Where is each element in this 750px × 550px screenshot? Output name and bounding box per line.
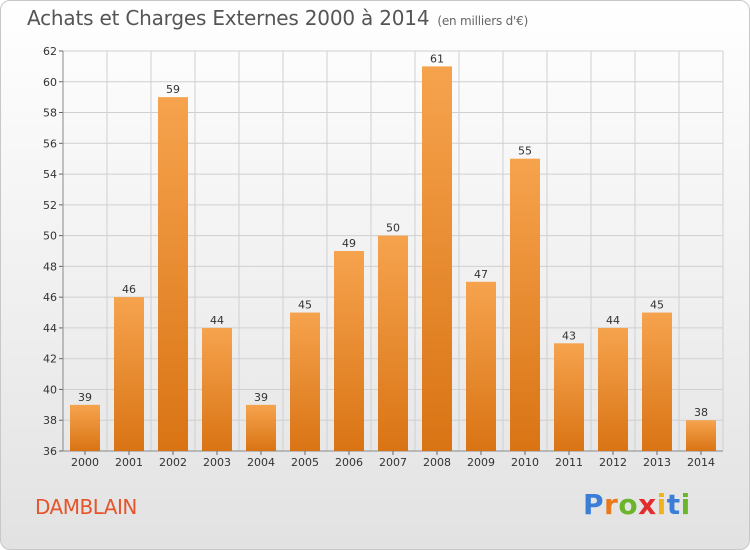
chart-subtitle: (en milliers d'€) xyxy=(437,14,529,28)
y-tick-label: 40 xyxy=(43,383,57,396)
data-label: 44 xyxy=(606,314,620,327)
y-tick-label: 50 xyxy=(43,230,57,243)
place-name: DAMBLAIN xyxy=(35,495,137,519)
x-tick-label: 2007 xyxy=(379,456,407,469)
x-tick-label: 2011 xyxy=(555,456,583,469)
x-tick-label: 2006 xyxy=(335,456,363,469)
y-tick-label: 46 xyxy=(43,291,57,304)
bar xyxy=(70,404,100,451)
y-tick-label: 62 xyxy=(43,45,57,58)
x-tick-label: 2012 xyxy=(599,456,627,469)
data-label: 45 xyxy=(298,299,312,312)
x-tick-label: 2000 xyxy=(71,456,99,469)
logo-letter: i xyxy=(680,488,691,521)
x-tick-label: 2003 xyxy=(203,456,231,469)
bar xyxy=(246,404,276,451)
logo-letter: o xyxy=(618,488,639,521)
y-tick-label: 54 xyxy=(43,168,57,181)
logo-letter: t xyxy=(666,488,681,521)
bar xyxy=(202,327,232,451)
bar xyxy=(510,158,540,451)
x-tick-label: 2009 xyxy=(467,456,495,469)
x-tick-label: 2002 xyxy=(159,456,187,469)
bar xyxy=(334,251,364,451)
bar xyxy=(158,97,188,452)
logo-letter: i xyxy=(656,488,667,521)
chart-title: Achats et Charges Externes 2000 à 2014 (e… xyxy=(27,6,528,30)
bar xyxy=(598,327,628,451)
data-label: 39 xyxy=(254,391,268,404)
proxiti-logo[interactable]: Proxiti xyxy=(583,488,691,521)
data-label: 46 xyxy=(122,283,136,296)
data-label: 49 xyxy=(342,237,356,250)
label-layer: 39 46 59 44 39 45 49 50 61 47 55 43 44 45 38 xyxy=(78,52,708,419)
y-tick-label: 56 xyxy=(43,137,57,150)
data-label: 43 xyxy=(562,329,576,342)
bar-layer xyxy=(70,66,716,452)
data-label: 47 xyxy=(474,268,488,281)
bar xyxy=(642,312,672,451)
x-tick-label: 2005 xyxy=(291,456,319,469)
data-label: 61 xyxy=(430,52,444,65)
x-tick-label: 2014 xyxy=(687,456,715,469)
bar xyxy=(422,66,452,451)
data-label: 39 xyxy=(78,391,92,404)
y-tick-label: 60 xyxy=(43,76,57,89)
y-tick-label: 48 xyxy=(43,260,57,273)
data-label: 50 xyxy=(386,222,400,235)
bar xyxy=(114,297,144,451)
data-label: 59 xyxy=(166,83,180,96)
bar xyxy=(466,281,496,451)
y-tick-label: 52 xyxy=(43,199,57,212)
logo-letter: P xyxy=(583,488,605,521)
y-tick-label: 58 xyxy=(43,107,57,120)
bar xyxy=(290,312,320,451)
data-label: 44 xyxy=(210,314,224,327)
data-label: 55 xyxy=(518,145,532,158)
x-tick-label: 2004 xyxy=(247,456,275,469)
x-tick-label: 2010 xyxy=(511,456,539,469)
bar xyxy=(378,235,408,451)
x-tick-label: 2013 xyxy=(643,456,671,469)
data-label: 45 xyxy=(650,299,664,312)
chart-title-text: Achats et Charges Externes 2000 à 2014 xyxy=(27,6,430,30)
y-tick-label: 36 xyxy=(43,445,57,458)
bar xyxy=(554,343,584,451)
data-label: 38 xyxy=(694,406,708,419)
y-tick-label: 44 xyxy=(43,322,57,335)
logo-letter: r xyxy=(604,488,619,521)
axis-layer: 36 38 40 42 44 46 48 50 52 54 56 58 60 62 2000 2001 2002… xyxy=(43,45,723,469)
logo-letter: x xyxy=(638,488,657,521)
y-tick-label: 42 xyxy=(43,353,57,366)
x-tick-label: 2008 xyxy=(423,456,451,469)
x-tick-label: 2001 xyxy=(115,456,143,469)
bar xyxy=(686,420,716,451)
y-tick-label: 38 xyxy=(43,414,57,427)
